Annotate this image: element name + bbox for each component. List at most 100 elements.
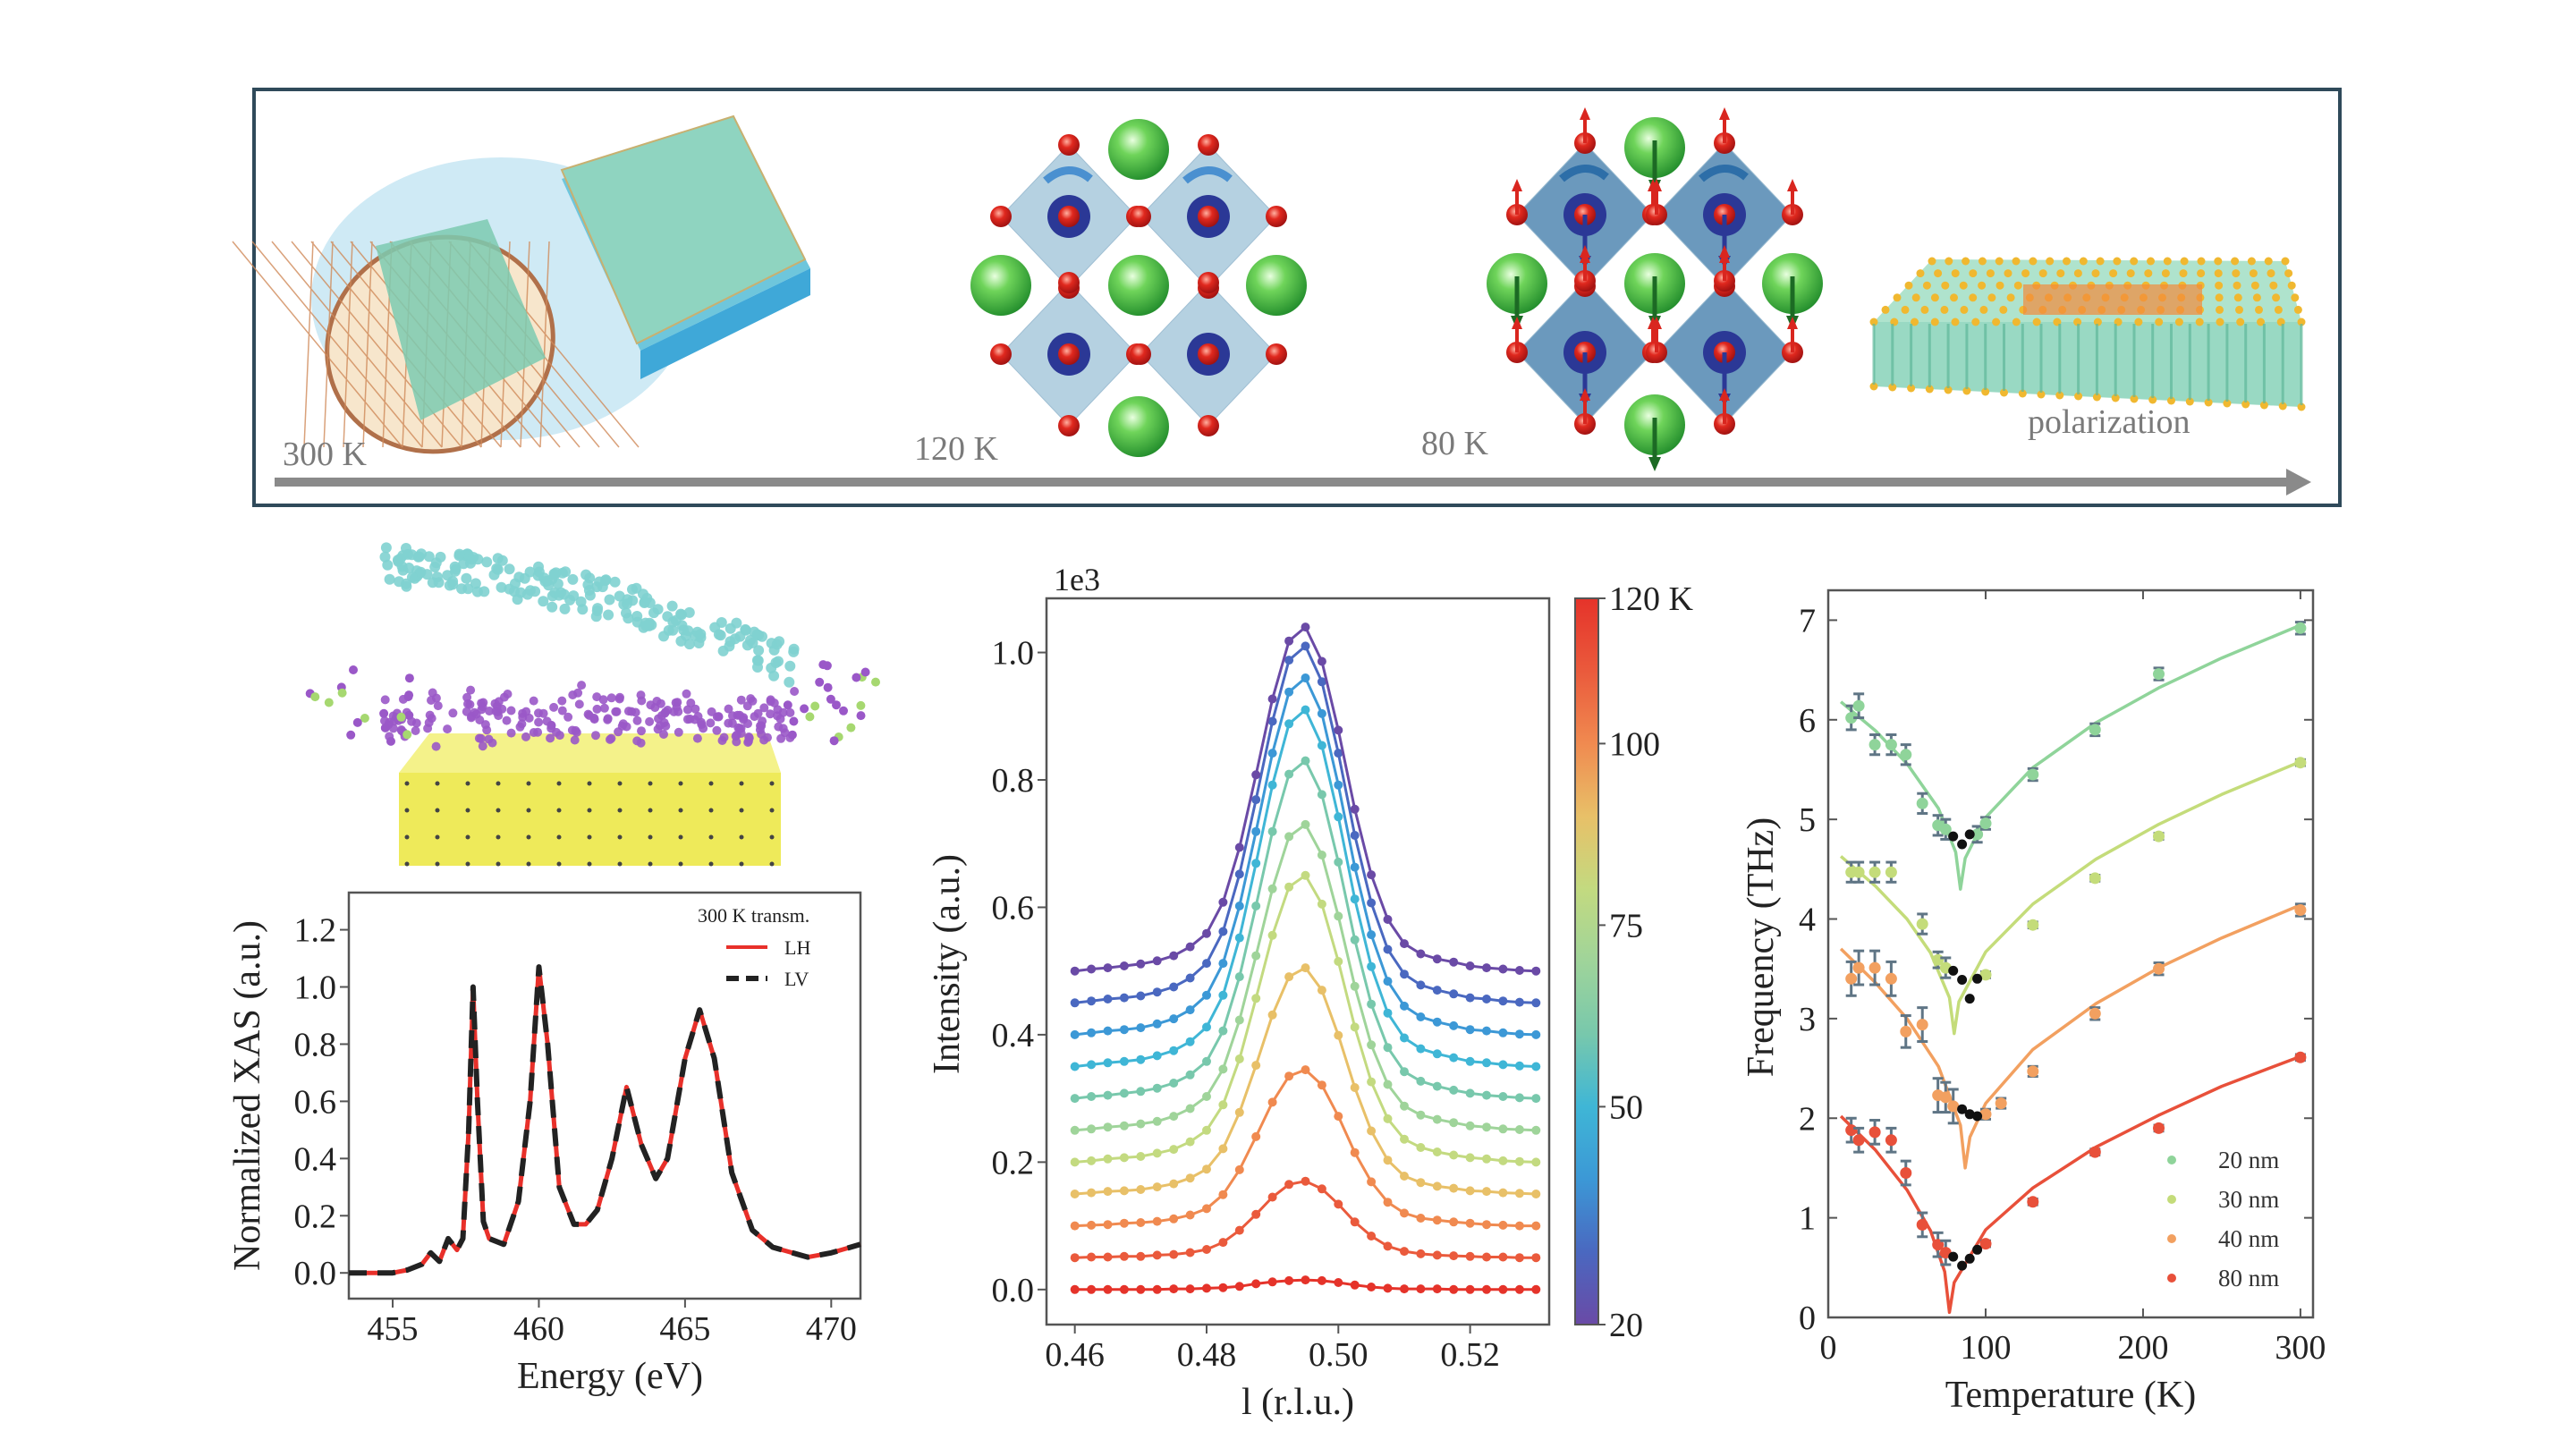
wafer-grid-line <box>539 241 550 448</box>
diffraction-chart: 1e3 l (r.l.u.) Intensity (a.u.) 0.46 0.48… <box>927 562 1694 1423</box>
data-point <box>1334 1030 1343 1040</box>
data-point <box>1234 1225 1244 1235</box>
data-point <box>1087 996 1097 1006</box>
data-point <box>1514 1221 1524 1231</box>
film-atom-cyan <box>471 586 483 597</box>
data-point <box>1218 990 1228 1000</box>
film-atom-cyan <box>524 566 536 578</box>
data-point <box>1432 1081 1442 1091</box>
film-atom-cyan <box>403 563 415 573</box>
slab-atom <box>1904 281 1913 290</box>
film-atom-purple <box>659 730 668 739</box>
data-point <box>1301 756 1310 766</box>
data-point <box>1169 1284 1179 1294</box>
black-data-point <box>1972 1111 1983 1122</box>
data-point <box>1868 866 1881 878</box>
data-point <box>1350 1083 1360 1092</box>
data-point <box>1845 1124 1858 1137</box>
data-point <box>2294 904 2307 916</box>
rotation-arrow-icon <box>1559 165 1609 182</box>
y-tick-label: 0.0 <box>294 1255 337 1292</box>
film-atom-cyan <box>504 563 515 575</box>
slab-atom <box>2013 281 2022 290</box>
film-atom-purple <box>871 677 880 687</box>
film-atom-purple <box>753 708 763 718</box>
data-point <box>1449 1085 1459 1095</box>
slab-atom <box>1979 305 1988 314</box>
data-point <box>1152 1019 1162 1029</box>
black-data-point <box>1964 1109 1975 1120</box>
data-point <box>1070 998 1080 1008</box>
slab-atom <box>2092 393 2101 402</box>
data-point <box>1218 1283 1228 1292</box>
slab-atom <box>1922 281 1931 290</box>
data-point <box>1432 1147 1442 1156</box>
y-tick-label: 1.0 <box>294 970 337 1007</box>
data-point <box>1916 918 1928 930</box>
film-atom-cyan <box>496 555 508 566</box>
data-point <box>1498 1284 1508 1294</box>
film-atom-purple <box>603 715 613 724</box>
data-point <box>1251 826 1261 836</box>
data-point <box>1367 1040 1377 1050</box>
film-atom-purple <box>542 716 552 726</box>
data-point <box>1234 972 1244 982</box>
slab-atom <box>2297 318 2306 326</box>
film-atom-purple <box>778 724 788 733</box>
wafer-grid-line <box>362 241 373 448</box>
film-atom-purple <box>443 724 453 734</box>
x-tick-label: 200 <box>2117 1329 2168 1367</box>
y-tick-label: 0 <box>1799 1300 1816 1337</box>
film-atom-purple <box>475 716 485 724</box>
substrate-atom <box>496 834 501 840</box>
film-atom-purple <box>829 736 839 746</box>
film-atom-cyan <box>496 581 507 593</box>
film-atom-cyan <box>413 551 425 563</box>
xas-chart: Energy (eV) Normalized XAS (a.u.) 300 K … <box>227 891 862 1397</box>
fit-curve <box>1839 759 2301 1036</box>
film-atom-purple <box>805 712 815 722</box>
silicon-wafer <box>232 219 640 454</box>
data-point <box>1251 1061 1261 1071</box>
slab-atom <box>1920 305 1929 314</box>
data-point <box>1284 719 1294 729</box>
data-point <box>1251 994 1261 1003</box>
y-tick-label: 0.2 <box>294 1198 337 1235</box>
data-point <box>2153 1122 2165 1134</box>
data-point <box>1498 1060 1508 1070</box>
substrate-atom <box>678 781 683 786</box>
data-point <box>1136 1284 1146 1294</box>
data-point <box>1087 964 1097 974</box>
data-point <box>1267 884 1277 893</box>
substrate-atom <box>708 808 714 813</box>
data-point <box>1169 1046 1179 1055</box>
data-point <box>1416 1143 1426 1152</box>
data-point <box>1301 705 1310 715</box>
arrow-head-icon <box>2286 469 2311 495</box>
slab-atom <box>2037 390 2046 399</box>
slab-atom <box>1960 305 1969 314</box>
data-point <box>1979 1238 1992 1250</box>
data-point <box>2294 1051 2307 1063</box>
data-point <box>1169 1079 1179 1088</box>
film-atom-purple <box>448 708 458 718</box>
data-point <box>1251 770 1261 780</box>
data-point <box>1119 1251 1129 1261</box>
data-point <box>1367 1283 1377 1291</box>
x-tick-label: 0 <box>1820 1329 1837 1367</box>
data-point <box>1317 708 1326 718</box>
substrate-atom <box>648 808 653 813</box>
data-point <box>1416 1012 1426 1021</box>
data-point <box>1400 1033 1409 1043</box>
data-point <box>2027 1196 2039 1208</box>
film-atom-purple <box>742 701 752 711</box>
film-atom-purple <box>618 719 628 729</box>
data-point <box>1234 1015 1244 1025</box>
slab-atom <box>2073 269 2082 278</box>
plot-frame <box>1045 597 1551 1326</box>
data-point <box>1383 1198 1393 1207</box>
film-atom-cyan <box>640 620 652 631</box>
data-point <box>1432 1049 1442 1059</box>
data-point <box>1334 812 1343 822</box>
x-tick-label: 460 <box>513 1310 564 1348</box>
